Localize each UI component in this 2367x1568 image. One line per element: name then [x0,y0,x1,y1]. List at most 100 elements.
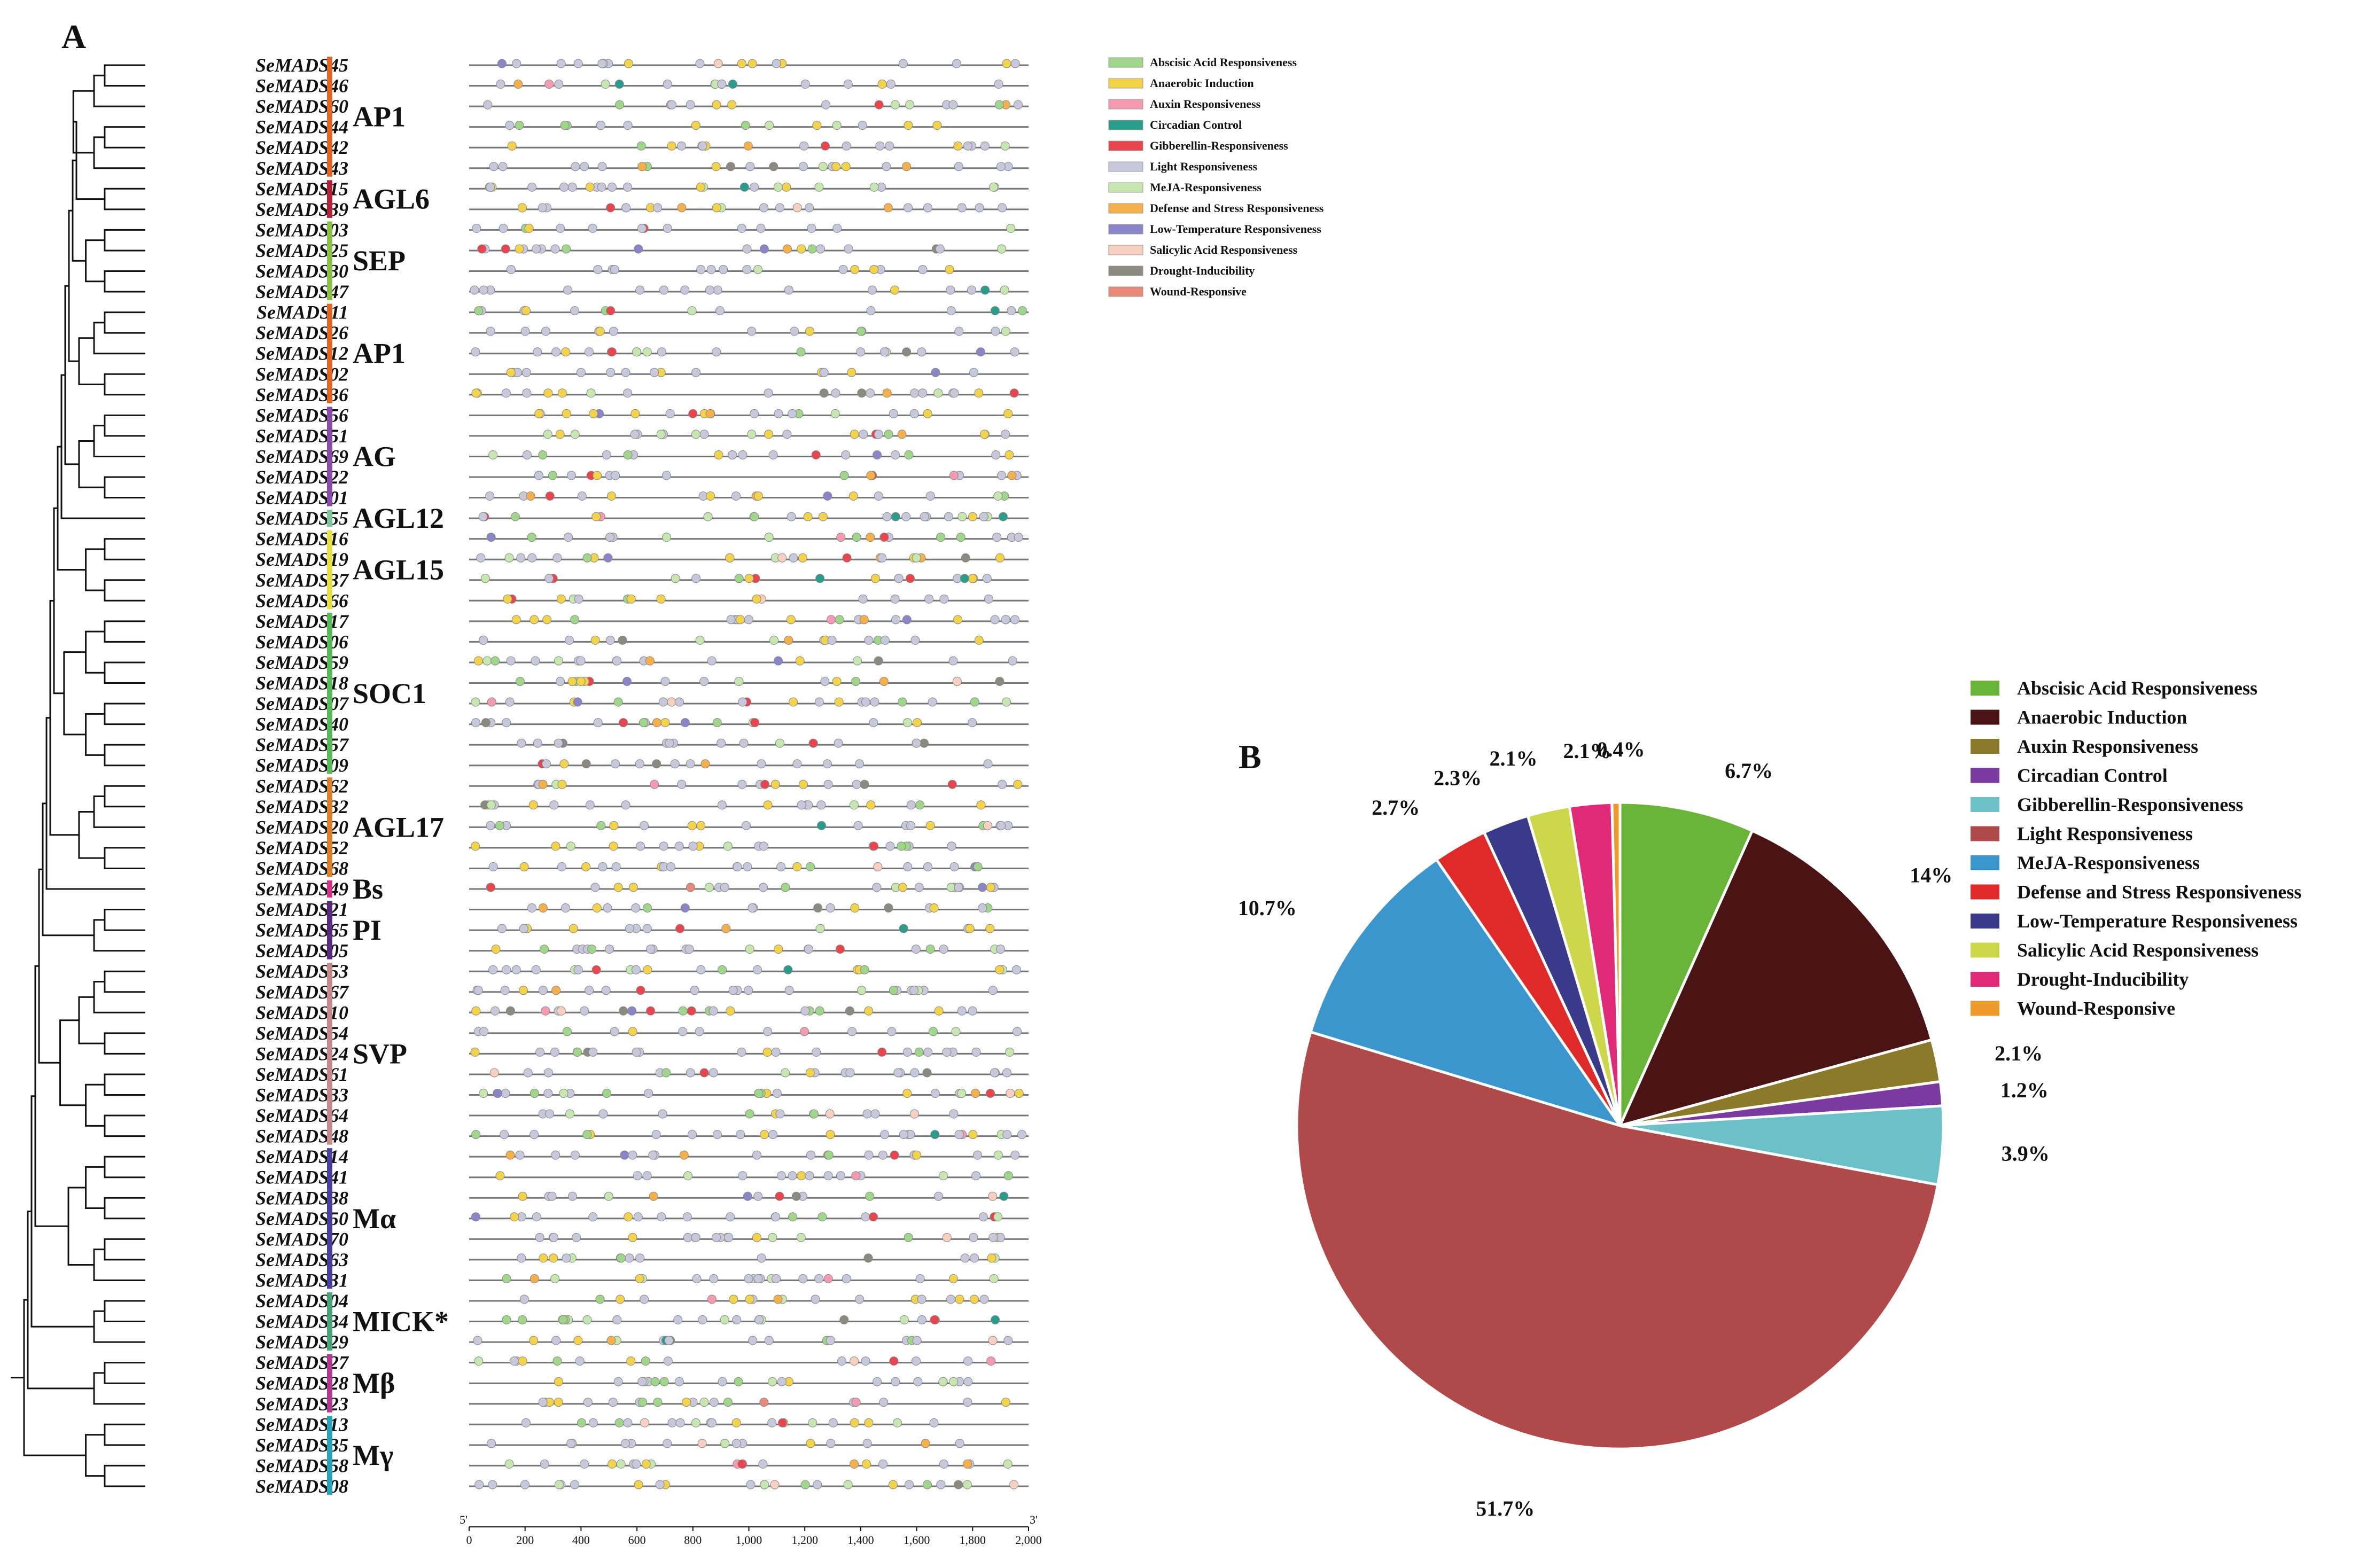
cis-element-marker [713,59,723,68]
cis-element-marker [746,1480,756,1489]
gene-label: SeMADS54 [255,1023,348,1044]
cis-element-marker [911,945,921,954]
cis-element-marker [526,492,535,501]
cis-element-marker [509,1356,519,1366]
cis-element-marker [650,368,659,377]
cis-element-marker [728,450,737,459]
cis-element-marker [549,1232,558,1242]
cis-element-marker [968,512,977,521]
cis-element-marker [670,759,680,769]
tree-branch [104,579,145,602]
group-bar [327,777,332,877]
cis-element-marker [996,162,1006,171]
cis-element-marker [753,265,763,274]
cis-element-marker [869,182,879,192]
cis-element-marker [874,100,884,110]
cis-element-marker [535,1047,545,1057]
cis-element-marker [1006,1089,1015,1098]
legend-a-label: Salicylic Acid Responsiveness [1150,243,1298,256]
cis-element-marker [1006,223,1016,233]
cis-element-marker [842,141,851,151]
cis-element-marker [573,59,583,68]
tree-branch [104,1300,145,1323]
cis-element-marker [663,80,672,89]
pie-slice-label: 2.7% [1372,795,1420,820]
cis-element-marker [477,244,487,254]
cis-element-marker [657,347,666,357]
cis-element-marker [488,450,498,459]
cis-element-marker [747,326,757,336]
legend-b-label: Salicylic Acid Responsiveness [2017,940,2259,961]
cis-element-marker [997,471,1007,480]
cis-element-marker [711,162,721,171]
legend-a-swatch [1108,245,1143,255]
cis-element-marker [613,1377,623,1386]
cis-element-marker [836,1171,845,1181]
cis-element-marker [535,1232,544,1242]
cis-element-marker [770,779,780,789]
gene-label: SeMADS68 [255,857,348,879]
cis-element-marker [734,677,744,686]
cis-element-marker [807,223,816,233]
cis-element-marker [985,924,995,933]
cis-element-marker [551,1336,561,1345]
cis-element-marker [811,450,821,459]
tree-branch [104,270,145,293]
legend-b-swatch [1971,855,1999,870]
axis-tick-label: 1,600 [904,1533,930,1547]
gene-label: SeMADS45 [255,54,348,76]
cis-element-marker [567,1191,577,1201]
cis-element-marker [815,1006,824,1016]
cis-element-marker [853,656,862,666]
cis-element-marker [768,450,778,459]
cis-element-marker [786,615,796,625]
cis-element-marker [521,306,531,316]
cis-element-marker [572,1232,581,1242]
group-label: AG [353,440,396,472]
cis-element-marker [731,492,741,501]
axis-end-label: 3' [1030,1513,1038,1526]
cis-element-marker [948,100,958,110]
cis-element-marker [538,986,548,995]
cis-element-marker [658,1109,667,1119]
cis-element-marker [614,1418,624,1427]
gene-label: SeMADS26 [255,322,348,344]
cis-element-marker [664,1336,674,1345]
cis-element-marker [852,779,861,789]
cis-element-marker [828,1418,838,1427]
cis-element-marker [556,223,565,233]
cis-element-marker [601,80,610,89]
gene-label: SeMADS51 [255,425,348,447]
cis-element-marker [562,409,571,418]
cis-element-marker [756,223,766,233]
cis-element-marker [505,1150,515,1160]
cis-element-marker [974,635,984,645]
cis-element-marker [550,1047,559,1057]
cis-element-marker [893,1068,903,1078]
cis-element-marker [867,285,877,295]
cis-element-marker [717,80,727,89]
legend-a-swatch [1108,57,1143,68]
tree-branch [30,1095,94,1328]
cis-element-marker [623,388,633,398]
cis-element-marker [765,121,774,130]
gene-label: SeMADS13 [255,1414,348,1435]
cis-element-marker [644,1089,653,1098]
group-bar [327,1354,332,1413]
tree-branch [104,909,145,931]
cis-element-marker [727,100,737,110]
cis-element-marker [814,182,824,192]
cis-element-marker [640,1418,650,1427]
cis-element-marker [691,1418,700,1427]
cis-element-marker [650,1377,660,1386]
cis-element-marker [887,1027,897,1036]
tree-branch [104,64,145,87]
cis-element-marker [671,574,680,583]
cis-element-marker [963,1398,972,1407]
cis-element-marker [511,965,521,974]
cis-element-marker [995,965,1005,974]
tree-branch [53,507,64,695]
cis-element-marker [918,265,928,274]
cis-element-marker [471,347,480,357]
cis-element-marker [826,1439,836,1448]
